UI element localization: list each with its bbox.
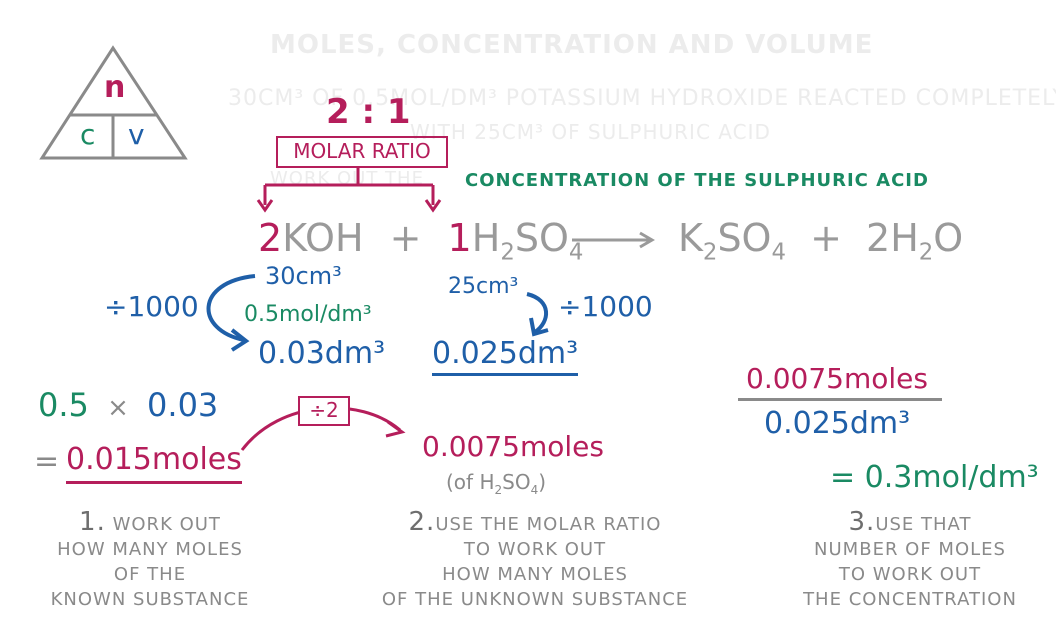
step1-result: 0.015moles: [66, 442, 242, 484]
step1-calculation: 0.5 × 0.03: [38, 386, 218, 424]
product1-k-sub: 2: [702, 239, 718, 266]
triangle-c: c: [80, 118, 96, 151]
plus-2: +: [810, 216, 842, 260]
question-line-2: with 25cm³ of sulphuric acid: [410, 120, 771, 144]
left-divide-1000: ÷1000: [104, 290, 199, 323]
koh-volume-dm3: 0.03dm³: [258, 336, 386, 371]
chemical-equation: 2KOH + 1H2SO4: [258, 216, 583, 266]
acid-volume-dm3: 0.025dm³: [432, 336, 579, 376]
step3-result: = 0.3mol/dm³: [830, 460, 1039, 495]
note-sub-1: 2: [494, 483, 503, 497]
calc-volume: 0.03: [147, 386, 219, 424]
note-open: (of H: [446, 470, 495, 494]
acid-volume-cm3: 25cm³: [448, 274, 519, 299]
step2-result: 0.0075moles: [422, 430, 604, 463]
product2: 2H: [866, 216, 919, 260]
step3-label: 3.use that number of moles to work out t…: [780, 507, 1040, 612]
step1-equals: =: [34, 444, 60, 479]
divide-by-two: ÷2: [298, 396, 350, 426]
product1-k: K: [678, 216, 703, 260]
times-sign: ×: [107, 393, 129, 423]
plus-1: +: [389, 216, 422, 260]
koh: KOH: [282, 216, 364, 260]
note-sub-2: 4: [530, 483, 539, 497]
acid-coefficient: 1: [447, 216, 472, 260]
product2-o: O: [933, 216, 964, 260]
koh-coefficient: 2: [258, 216, 283, 260]
acid-so: SO: [514, 216, 569, 260]
step3-numerator: 0.0075moles: [746, 362, 928, 395]
step2-label: 2.use the molar ratio to work out how ma…: [355, 507, 715, 612]
step1-line2: how many moles: [57, 539, 243, 560]
step3-line3: to work out: [838, 564, 982, 585]
step1-line1: work out: [112, 514, 221, 535]
step3-line4: the concentration: [803, 589, 1017, 610]
right-divide-1000: ÷1000: [558, 290, 653, 323]
step3-number: 3.: [848, 507, 876, 537]
step1-line3: of the: [113, 564, 187, 585]
step3-line2: number of moles: [814, 539, 1006, 560]
molar-ratio-label: MOLAR RATIO: [276, 136, 448, 168]
acid-h: H: [471, 216, 501, 260]
koh-concentration: 0.5mol/dm³: [244, 302, 372, 327]
page-title: Moles, Concentration and Volume: [270, 30, 874, 60]
step3-denominator: 0.025dm³: [764, 406, 911, 441]
koh-volume-cm3: 30cm³: [265, 262, 342, 290]
product1-so: SO: [717, 216, 772, 260]
triangle-n: n: [104, 70, 126, 105]
acid-h-sub: 2: [500, 239, 515, 266]
step3-line1: use that: [875, 514, 972, 535]
question-highlight: concentration of the sulphuric acid: [465, 170, 929, 191]
note-so: SO: [502, 470, 531, 494]
step2-note: (of H2SO4): [446, 470, 546, 497]
step2-line3: how many moles: [442, 564, 628, 585]
triangle-v: v: [128, 118, 145, 151]
step1-line4: known substance: [50, 589, 250, 610]
fraction-bar: [738, 398, 942, 401]
product1-so-sub: 4: [771, 239, 786, 266]
step1-label: 1. work out how many moles of the known …: [30, 507, 270, 612]
step2-line4: of the unknown substance: [381, 589, 689, 610]
step2-line1: use the molar ratio: [435, 514, 662, 535]
ratio-value: 2 : 1: [326, 92, 411, 132]
step2-line2: to work out: [463, 539, 607, 560]
note-close: ): [538, 470, 547, 494]
calc-concentration: 0.5: [38, 386, 89, 424]
step1-number: 1.: [79, 507, 106, 537]
equation-products: K2SO4 + 2H2O: [678, 216, 963, 266]
acid-so-sub: 4: [568, 239, 584, 266]
question-line-1: 30cm³ of 0.5mol/dm³ potassium hydroxide …: [228, 86, 1056, 111]
product2-sub: 2: [918, 239, 934, 266]
step2-number: 2.: [408, 507, 436, 537]
